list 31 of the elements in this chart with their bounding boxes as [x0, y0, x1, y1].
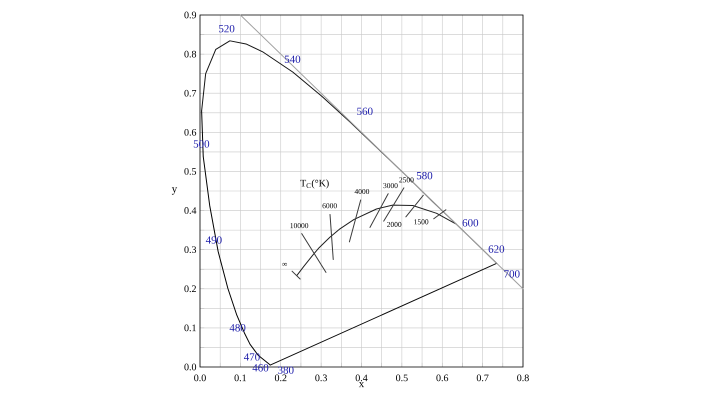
x-axis-title: x	[358, 382, 364, 388]
annotation: 520	[218, 24, 234, 32]
annotation: 600	[462, 219, 478, 227]
x-tick-label: 0.0	[194, 374, 206, 382]
x-tick-label: 0.3	[315, 374, 327, 382]
y-tick-label: 0.9	[184, 12, 196, 18]
annotation: T$_{C}$(°K)	[300, 179, 329, 188]
x-tick-label: 0.1	[234, 374, 246, 382]
y-tick-label: 0.5	[184, 168, 196, 175]
x-tick-label: 0.5	[396, 374, 408, 382]
annotation: 380	[278, 366, 294, 374]
x-tick-label: 0.8	[517, 374, 529, 382]
x-tick-label: 0.4	[356, 374, 368, 382]
x-tick-label: 0.7	[476, 374, 489, 382]
y-tick-label: 0.7	[184, 90, 196, 97]
annotation: 540	[284, 56, 300, 63]
annotation: 470	[244, 353, 260, 361]
y-tick-label: 0.1	[184, 324, 196, 332]
annotation: 620	[488, 245, 504, 253]
y-tick-label: 0.2	[184, 285, 196, 292]
x-tick-label: 0.2	[274, 374, 286, 382]
annotation: 560	[357, 108, 373, 115]
y-tick-label: 0.0	[184, 364, 196, 370]
annotation: 580	[416, 172, 432, 180]
x-tick-label: 0.6	[436, 374, 448, 382]
y-axis-title: y	[172, 187, 178, 195]
y-tick-label: 0.6	[184, 128, 196, 136]
y-tick-label: 0.3	[184, 246, 196, 254]
annotation: 700	[504, 270, 520, 278]
y-tick-label: 0.4	[184, 207, 196, 214]
y-tick-label: 0.8	[184, 50, 196, 58]
